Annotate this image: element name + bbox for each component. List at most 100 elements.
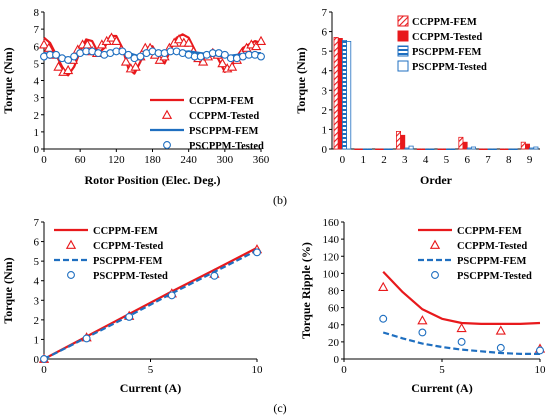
point-pscppm-tested xyxy=(124,50,133,59)
y-tick-label: 6 xyxy=(322,27,328,39)
bar-pscppm-fem xyxy=(404,147,410,150)
point-pscppm-tested xyxy=(257,52,265,61)
bar-ccppm-fem xyxy=(499,148,505,151)
y-tick-label: 5 xyxy=(322,46,328,58)
y-tick-label: 6 xyxy=(34,41,40,53)
bar-ccppm-tested xyxy=(400,134,406,150)
legend-swatch-ccppm-tested xyxy=(429,239,441,249)
legend-label-pscppm-tested: PSCPPM-Tested xyxy=(189,141,264,152)
point-ccppm-tested xyxy=(53,61,64,71)
y-tick-label: 0 xyxy=(334,354,340,366)
x-tick-label: 300 xyxy=(217,154,234,166)
bar-ccppm-fem xyxy=(437,148,443,151)
y-tick-label: 8 xyxy=(34,7,40,19)
y-tick-label: 1 xyxy=(34,127,40,139)
x-tick-label: 1 xyxy=(360,154,366,166)
bar-pscppm-tested xyxy=(408,145,414,150)
legend-label-ccppm-fem: CCPPM-FEM xyxy=(457,226,522,237)
point-pscppm-tested xyxy=(136,52,145,61)
bar-ccppm-tested xyxy=(379,148,385,151)
y-tick-label: 7 xyxy=(34,217,40,229)
point-ccppm-tested xyxy=(495,325,506,335)
legend-swatch-pscppm-fem xyxy=(397,45,409,57)
legend-swatch-pscppm-tested xyxy=(397,60,409,72)
x-tick-label: 0 xyxy=(41,154,47,166)
bar-pscppm-fem xyxy=(529,147,535,150)
y-tick-label: 80 xyxy=(328,286,340,298)
y-tick-label: 3 xyxy=(34,93,40,105)
x-tick-label: 6 xyxy=(464,154,470,166)
legend-swatch-ccppm-tested xyxy=(397,30,409,42)
x-tick-label: 10 xyxy=(252,364,264,376)
x-axis-title: Current (A) xyxy=(120,381,181,395)
y-tick-label: 0 xyxy=(34,144,40,156)
y-tick-label: 100 xyxy=(323,268,340,280)
bar-ccppm-tested xyxy=(358,148,364,151)
series-line-pscppm-fem xyxy=(43,249,258,360)
bar-ccppm-fem xyxy=(416,148,422,151)
point-pscppm-tested xyxy=(64,55,73,64)
x-tick-label: 5 xyxy=(444,154,450,166)
x-axis-title: Current (A) xyxy=(411,381,472,395)
y-tick-label: 40 xyxy=(328,320,340,332)
bar-pscppm-tested xyxy=(346,41,352,150)
point-pscppm-tested xyxy=(167,291,176,300)
legend-label-ccppm-tested: CCPPM-Tested xyxy=(412,32,482,43)
y-tick-label: 5 xyxy=(34,256,40,268)
point-ccppm-tested xyxy=(217,58,228,68)
legend-label-ccppm-tested: CCPPM-Tested xyxy=(93,241,163,252)
point-pscppm-tested xyxy=(220,50,229,59)
point-ccppm-tested xyxy=(130,61,141,71)
bar-ccppm-fem xyxy=(375,148,381,151)
y-tick-label: 60 xyxy=(328,303,340,315)
y-tick-label: 2 xyxy=(34,110,40,122)
panel-label-b: (b) xyxy=(273,193,287,207)
bar-ccppm-tested xyxy=(441,148,447,151)
bar-pscppm-fem xyxy=(341,40,347,150)
legend-label-ccppm-tested: CCPPM-Tested xyxy=(189,111,259,122)
x-tick-label: 120 xyxy=(108,154,125,166)
point-ccppm-tested xyxy=(417,315,428,325)
point-pscppm-tested xyxy=(418,328,427,337)
x-tick-label: 2 xyxy=(381,154,387,166)
y-axis-title: Torque Ripple (%) xyxy=(299,242,313,339)
legend-swatch-pscppm-tested xyxy=(431,271,439,279)
y-tick-label: 160 xyxy=(323,217,340,229)
point-ccppm-tested xyxy=(378,281,389,291)
legend-label-pscppm-fem: PSCPPM-FEM xyxy=(93,256,162,267)
legend-label-pscppm-tested: PSCPPM-Tested xyxy=(457,271,532,282)
x-axis-title: Order xyxy=(420,173,453,187)
bar-ccppm-fem xyxy=(520,141,526,150)
y-tick-label: 0 xyxy=(34,354,40,366)
point-pscppm-tested xyxy=(40,355,48,363)
bar-pscppm-tested xyxy=(533,146,539,150)
legend-label-ccppm-fem: CCPPM-FEM xyxy=(93,226,158,237)
y-tick-label: 20 xyxy=(328,337,340,349)
legend-swatch-pscppm-tested xyxy=(163,141,171,149)
bar-ccppm-fem xyxy=(333,37,339,150)
bar-ccppm-tested xyxy=(462,141,468,150)
point-pscppm-tested xyxy=(70,52,79,61)
legend-label-ccppm-fem: CCPPM-FEM xyxy=(189,96,254,107)
bar-ccppm-tested xyxy=(420,148,426,151)
point-pscppm-tested xyxy=(253,248,261,257)
bar-pscppm-fem xyxy=(445,148,451,151)
y-tick-label: 3 xyxy=(322,85,328,97)
point-pscppm-tested xyxy=(125,312,134,321)
chart-torque-ripple-vs-current: 0 20 40 60 80 100 120 140 160 0 5 10 Current (A) Torq… xyxy=(299,217,546,395)
point-pscppm-tested xyxy=(496,343,505,352)
point-ccppm-tested xyxy=(120,56,132,66)
point-ccppm-tested xyxy=(173,34,185,44)
y-tick-label: 7 xyxy=(34,24,40,36)
bar-ccppm-fem xyxy=(354,148,360,151)
x-tick-label: 0 xyxy=(340,154,346,166)
legend-label-ccppm-fem: CCPPM-FEM xyxy=(412,17,477,28)
point-ccppm-tested xyxy=(111,35,122,46)
chart-torque-vs-current: 0 1 2 3 4 5 6 7 0 5 10 Current (A) Torque (Nm) CCPPM-… xyxy=(1,217,263,395)
bar-ccppm-tested xyxy=(483,148,489,151)
legend-swatch-ccppm-tested xyxy=(65,239,77,249)
point-pscppm-tested xyxy=(457,337,466,346)
x-tick-label: 0 xyxy=(341,364,347,376)
x-tick-label: 8 xyxy=(506,154,512,166)
